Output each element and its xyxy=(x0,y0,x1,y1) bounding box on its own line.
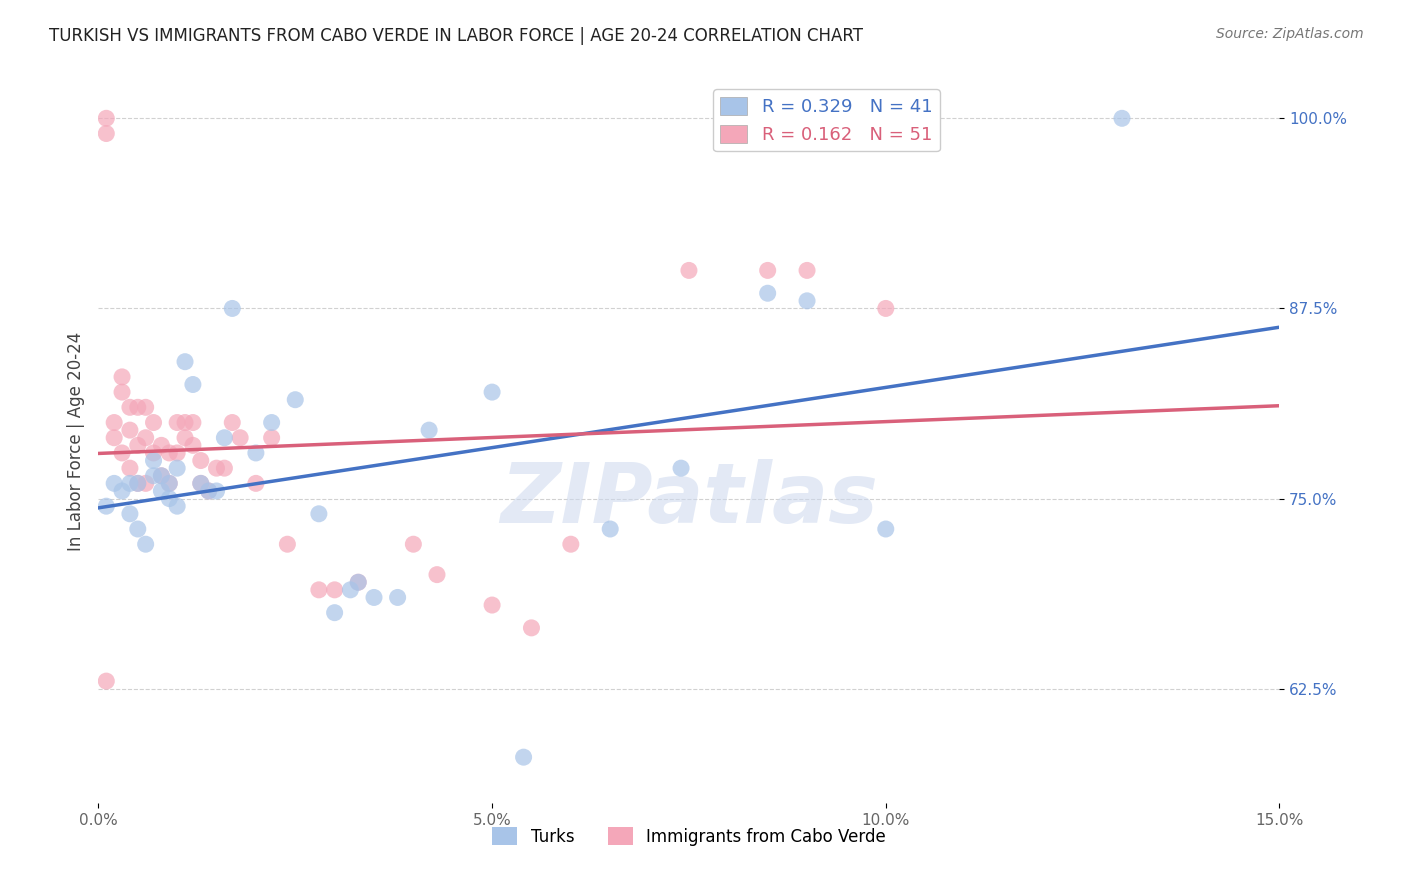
Point xyxy=(387,591,409,605)
Point xyxy=(205,483,228,498)
Point xyxy=(214,431,236,445)
Point xyxy=(150,468,173,483)
Point xyxy=(118,423,141,437)
Point xyxy=(481,385,503,400)
Point xyxy=(111,370,134,384)
Point xyxy=(1111,112,1133,126)
Point xyxy=(678,263,700,277)
Point xyxy=(142,446,165,460)
Point xyxy=(127,476,149,491)
Point xyxy=(96,674,118,689)
Point xyxy=(418,423,440,437)
Point xyxy=(181,438,204,452)
Point xyxy=(308,582,330,597)
Point xyxy=(135,537,157,551)
Point xyxy=(221,301,243,316)
Point xyxy=(157,446,180,460)
Point xyxy=(221,416,243,430)
Point xyxy=(118,401,141,415)
Point xyxy=(142,416,165,430)
Point xyxy=(174,431,197,445)
Point xyxy=(103,416,125,430)
Point xyxy=(214,461,236,475)
Point xyxy=(197,483,219,498)
Point xyxy=(135,476,157,491)
Point xyxy=(520,621,543,635)
Point xyxy=(260,416,283,430)
Point xyxy=(157,476,180,491)
Point xyxy=(323,606,346,620)
Point xyxy=(875,301,897,316)
Point xyxy=(127,438,149,452)
Point xyxy=(347,575,370,590)
Text: ZIPatlas: ZIPatlas xyxy=(501,458,877,540)
Point xyxy=(190,453,212,467)
Point xyxy=(190,476,212,491)
Point xyxy=(127,401,149,415)
Point xyxy=(150,468,173,483)
Point xyxy=(150,483,173,498)
Point xyxy=(402,537,425,551)
Point xyxy=(197,483,219,498)
Point xyxy=(205,461,228,475)
Point xyxy=(174,416,197,430)
Point xyxy=(481,598,503,612)
Point xyxy=(127,476,149,491)
Point xyxy=(363,591,385,605)
Point xyxy=(118,476,141,491)
Point xyxy=(166,499,188,513)
Point xyxy=(111,385,134,400)
Point xyxy=(118,507,141,521)
Point xyxy=(181,377,204,392)
Point xyxy=(245,446,267,460)
Point xyxy=(157,476,180,491)
Point xyxy=(166,446,188,460)
Point xyxy=(174,354,197,368)
Point xyxy=(111,446,134,460)
Point xyxy=(756,286,779,301)
Point xyxy=(135,401,157,415)
Point xyxy=(260,431,283,445)
Point xyxy=(118,461,141,475)
Text: Source: ZipAtlas.com: Source: ZipAtlas.com xyxy=(1216,27,1364,41)
Point xyxy=(339,582,361,597)
Text: TURKISH VS IMMIGRANTS FROM CABO VERDE IN LABOR FORCE | AGE 20-24 CORRELATION CHA: TURKISH VS IMMIGRANTS FROM CABO VERDE IN… xyxy=(49,27,863,45)
Point xyxy=(599,522,621,536)
Y-axis label: In Labor Force | Age 20-24: In Labor Force | Age 20-24 xyxy=(66,332,84,551)
Point xyxy=(796,293,818,308)
Point xyxy=(347,575,370,590)
Point xyxy=(756,263,779,277)
Point xyxy=(276,537,298,551)
Point xyxy=(796,263,818,277)
Point xyxy=(157,491,180,506)
Point xyxy=(111,483,134,498)
Point xyxy=(166,461,188,475)
Point xyxy=(127,522,149,536)
Point xyxy=(96,499,118,513)
Point xyxy=(190,476,212,491)
Point xyxy=(150,438,173,452)
Point xyxy=(103,476,125,491)
Point xyxy=(142,453,165,467)
Point xyxy=(103,431,125,445)
Point xyxy=(229,431,252,445)
Point xyxy=(512,750,534,764)
Point xyxy=(308,507,330,521)
Point xyxy=(96,127,118,141)
Point xyxy=(245,476,267,491)
Point xyxy=(560,537,582,551)
Point xyxy=(669,461,692,475)
Point xyxy=(135,431,157,445)
Point xyxy=(142,468,165,483)
Point xyxy=(284,392,307,407)
Point xyxy=(181,416,204,430)
Point xyxy=(166,416,188,430)
Point xyxy=(96,112,118,126)
Point xyxy=(875,522,897,536)
Point xyxy=(323,582,346,597)
Legend: Turks, Immigrants from Cabo Verde: Turks, Immigrants from Cabo Verde xyxy=(485,821,893,852)
Point xyxy=(426,567,449,582)
